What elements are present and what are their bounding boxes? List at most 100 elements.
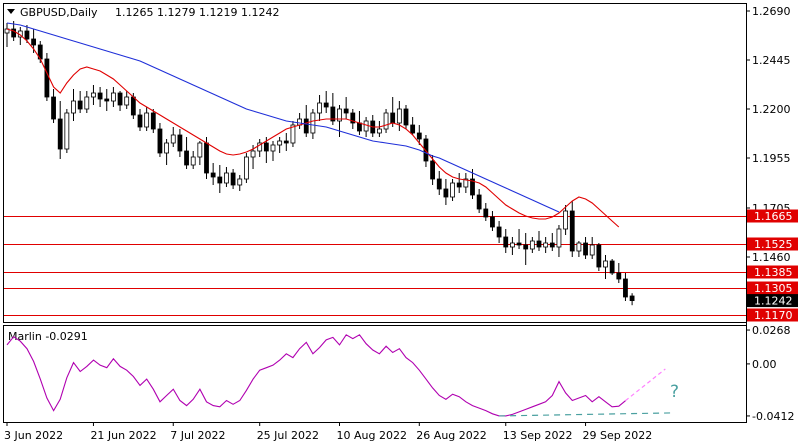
candle — [323, 91, 329, 113]
candle — [97, 87, 103, 107]
price-tick-label: 1.2445 — [752, 54, 791, 67]
time-tick-label: 7 Jul 2022 — [170, 429, 225, 442]
ma-fast-line — [6, 28, 620, 228]
moving-averages — [6, 22, 620, 228]
candle-body — [596, 244, 602, 268]
candle-body — [237, 178, 243, 186]
candle — [363, 117, 369, 137]
candle — [137, 109, 143, 131]
candle-body — [130, 96, 136, 116]
candle — [396, 101, 402, 131]
candle — [509, 237, 515, 255]
candle-body — [337, 108, 342, 122]
oscillator-axis: 0.0268 0.00 -0.0412 — [746, 324, 794, 423]
candle-body — [310, 112, 316, 134]
osc-tick-label: 0.0268 — [752, 324, 791, 337]
time-axis: 3 Jun 2022 21 Jun 2022 7 Jul 2022 25 Jul 20… — [4, 422, 652, 442]
forecast-question-mark: ? — [670, 382, 679, 402]
candle-body — [84, 96, 90, 110]
candle — [170, 127, 176, 147]
candle — [456, 173, 462, 193]
candle-body — [629, 295, 635, 301]
candle-body — [51, 96, 56, 120]
osc-tick-label: -0.0412 — [752, 410, 794, 423]
price-axis: 1.26901.24451.22001.19551.17051.14601.16… — [746, 5, 798, 322]
level-badge-label: 1.1665 — [754, 210, 793, 223]
candle — [117, 91, 123, 111]
candle — [496, 221, 502, 243]
candle — [310, 109, 316, 139]
candle-body — [11, 28, 17, 38]
candle — [71, 89, 76, 121]
oscillator-forecast-line — [625, 368, 666, 402]
candle — [144, 107, 150, 131]
candle-body — [456, 182, 462, 188]
candle-body — [476, 194, 482, 210]
candle-body — [257, 142, 263, 152]
candle-body — [184, 150, 189, 166]
candle — [529, 237, 535, 253]
candle-body — [97, 92, 103, 100]
candle-body — [170, 134, 176, 144]
indicator-panel-frame — [3, 325, 747, 423]
level-badge-label: 1.1385 — [754, 266, 793, 279]
candle-body — [430, 160, 436, 180]
candle-body — [589, 244, 595, 256]
candle-body — [44, 58, 50, 98]
candle-body — [197, 142, 203, 158]
price-tick-label: 1.2200 — [752, 103, 791, 116]
candle-body — [150, 112, 156, 130]
candle — [4, 23, 10, 47]
candle — [337, 105, 342, 137]
candle-body — [243, 156, 249, 180]
candle — [290, 121, 296, 147]
candle-body — [423, 138, 429, 162]
symbol-label: GBPUSD,Daily — [20, 6, 98, 19]
candle-body — [144, 112, 150, 128]
candle — [64, 109, 70, 153]
candle — [184, 137, 189, 169]
candle — [603, 255, 608, 279]
candle-body — [124, 96, 130, 106]
candle — [277, 137, 283, 153]
current-price-label: 1.1242 — [754, 295, 793, 308]
candle-body — [71, 100, 76, 114]
candle — [177, 129, 183, 157]
candle — [283, 133, 289, 151]
candle — [450, 179, 455, 201]
dropdown-triangle-icon[interactable] — [7, 9, 15, 14]
candle — [91, 85, 96, 105]
candle-body — [57, 118, 63, 150]
candle — [609, 259, 615, 275]
candle — [443, 179, 449, 205]
candle — [330, 93, 336, 125]
candle-body — [523, 244, 529, 250]
oscillator-line — [6, 334, 626, 417]
candle — [157, 123, 163, 157]
candle — [84, 91, 90, 113]
candle — [523, 233, 529, 265]
candle — [563, 205, 568, 235]
candle — [270, 141, 276, 161]
candle — [576, 241, 582, 257]
candle — [383, 109, 389, 133]
candle-body — [250, 150, 256, 158]
candle-body — [204, 142, 209, 174]
level-badge-label: 1.1525 — [754, 238, 793, 251]
candle-body — [177, 134, 183, 152]
candle-body — [137, 114, 143, 128]
candle-body — [91, 92, 96, 98]
candles — [4, 21, 635, 306]
time-tick-label: 21 Jun 2022 — [90, 429, 156, 442]
price-panel-frame — [3, 3, 747, 323]
candle-body — [230, 172, 236, 186]
candle — [124, 91, 130, 109]
candle-body — [217, 176, 223, 184]
candle — [623, 273, 628, 301]
candle — [569, 201, 575, 257]
candle-body — [490, 216, 495, 228]
candle-body — [343, 108, 349, 114]
candle-body — [583, 242, 588, 256]
